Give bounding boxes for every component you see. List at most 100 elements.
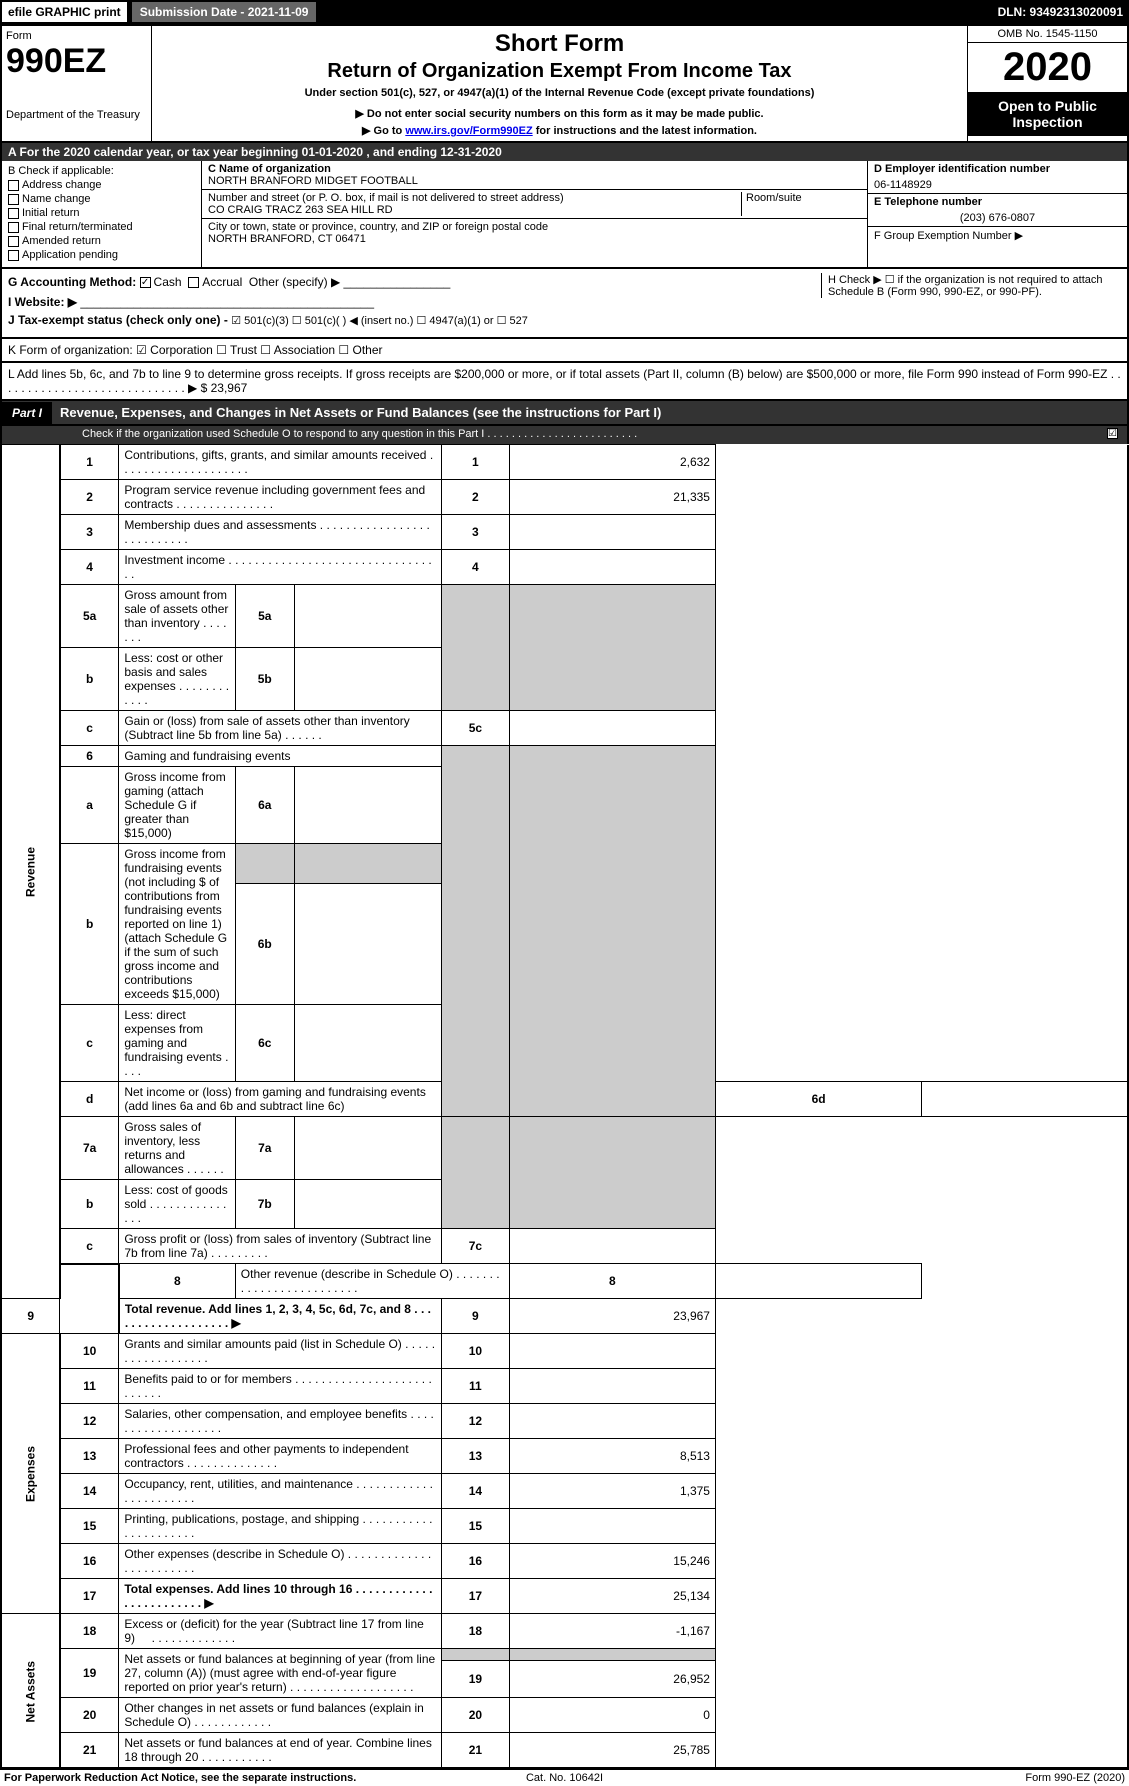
ln-6a: a <box>60 767 119 844</box>
desc-21: Net assets or fund balances at end of ye… <box>119 1733 442 1769</box>
ein-value: 06-1148929 <box>868 177 1127 194</box>
section-ghij: H Check ▶ ☐ if the organization is not r… <box>0 269 1129 339</box>
ln-21: 21 <box>60 1733 119 1769</box>
footer-right: Form 990-EZ (2020) <box>751 1772 1125 1784</box>
desc-16: Other expenses (describe in Schedule O) … <box>119 1544 442 1579</box>
ln-16: 16 <box>60 1544 119 1579</box>
val-6d <box>922 1082 1128 1117</box>
chk-application-pending[interactable]: Application pending <box>8 249 195 261</box>
chk-accrual[interactable] <box>188 277 199 288</box>
ln-7c: c <box>60 1229 119 1264</box>
chk-address-change[interactable]: Address change <box>8 179 195 191</box>
ln-7b: b <box>60 1180 119 1229</box>
part-1-table: Revenue 1 Contributions, gifts, grants, … <box>0 444 1129 1769</box>
chk-initial-return[interactable]: Initial return <box>8 207 195 219</box>
irs-link[interactable]: www.irs.gov/Form990EZ <box>405 125 532 137</box>
desc-3: Membership dues and assessments . . . . … <box>119 515 442 550</box>
form-number: 990EZ <box>6 42 147 81</box>
desc-7c: Gross profit or (loss) from sales of inv… <box>119 1229 442 1264</box>
num-3: 3 <box>442 515 510 550</box>
subval-5b <box>294 648 441 711</box>
sub-6a: 6a <box>235 767 294 844</box>
num-17: 17 <box>442 1579 510 1614</box>
chk-cash[interactable]: ✓ <box>140 277 151 288</box>
desc-2: Program service revenue including govern… <box>119 480 442 515</box>
chk-amended-return[interactable]: Amended return <box>8 235 195 247</box>
desc-1: Contributions, gifts, grants, and simila… <box>119 445 442 480</box>
shade-6 <box>442 746 510 1117</box>
ln-1: 1 <box>60 445 119 480</box>
num-15: 15 <box>442 1509 510 1544</box>
shadeval-5ab <box>509 585 715 711</box>
chk-name-change[interactable]: Name change <box>8 193 195 205</box>
desc-17: Total expenses. Add lines 10 through 16 … <box>119 1579 442 1614</box>
ln-10: 10 <box>60 1334 119 1369</box>
form-title-block: Short Form Return of Organization Exempt… <box>152 26 967 141</box>
side-rev-end <box>60 1264 119 1334</box>
val-9: 23,967 <box>509 1299 715 1334</box>
side-expenses: Expenses <box>1 1334 60 1614</box>
desc-5a: Gross amount from sale of assets other t… <box>119 585 235 648</box>
ssn-warning: ▶ Do not enter social security numbers o… <box>158 107 961 120</box>
under-section-text: Under section 501(c), 527, or 4947(a)(1)… <box>158 87 961 99</box>
ln-11: 11 <box>60 1369 119 1404</box>
goto-suffix: for instructions and the latest informat… <box>533 125 757 137</box>
desc-6a: Gross income from gaming (attach Schedul… <box>119 767 235 844</box>
desc-5c: Gain or (loss) from sale of assets other… <box>119 711 442 746</box>
val-4 <box>509 550 715 585</box>
shadeval-19 <box>509 1649 715 1661</box>
side-net-assets: Net Assets <box>1 1614 60 1769</box>
page-footer: For Paperwork Reduction Act Notice, see … <box>0 1769 1129 1786</box>
desc-19: Net assets or fund balances at beginning… <box>119 1649 442 1698</box>
val-2: 21,335 <box>509 480 715 515</box>
part-1-tab: Part I <box>2 402 52 424</box>
num-20: 20 <box>442 1698 510 1733</box>
subval-7a <box>294 1117 441 1180</box>
chk-final-return[interactable]: Final return/terminated <box>8 221 195 233</box>
org-name: NORTH BRANFORD MIDGET FOOTBALL <box>208 175 418 187</box>
shadeval-7ab <box>509 1117 715 1229</box>
val-21: 25,785 <box>509 1733 715 1769</box>
org-name-label: C Name of organization <box>208 163 331 175</box>
desc-6b: Gross income from fundraising events (no… <box>119 844 235 1005</box>
desc-6c: Less: direct expenses from gaming and fu… <box>119 1005 235 1082</box>
part1-schedule-o-check[interactable]: ☑ <box>1107 428 1118 439</box>
num-5c: 5c <box>442 711 510 746</box>
tax-year: 2020 <box>968 43 1127 92</box>
h-schedule-b: H Check ▶ ☐ if the organization is not r… <box>821 273 1121 298</box>
efile-print-button[interactable]: efile GRAPHIC print <box>0 0 129 24</box>
val-7c <box>509 1229 715 1264</box>
form-meta-block: OMB No. 1545-1150 2020 Open to Public In… <box>967 26 1127 141</box>
ln-17: 17 <box>60 1579 119 1614</box>
subval-6c <box>294 1005 441 1082</box>
address-label: Number and street (or P. O. box, if mail… <box>208 192 564 204</box>
desc-10: Grants and similar amounts paid (list in… <box>119 1334 442 1369</box>
desc-9: Total revenue. Add lines 1, 2, 3, 4, 5c,… <box>119 1299 442 1334</box>
ln-8: 8 <box>119 1264 235 1299</box>
room-suite: Room/suite <box>741 192 861 216</box>
section-bcdef: B Check if applicable: Address change Na… <box>0 161 1129 269</box>
ln-6: 6 <box>60 746 119 767</box>
telephone-value: (203) 676-0807 <box>868 210 1127 227</box>
desc-15: Printing, publications, postage, and shi… <box>119 1509 442 1544</box>
short-form-title: Short Form <box>158 30 961 58</box>
form-id-block: Form 990EZ Department of the Treasury <box>2 26 152 141</box>
num-4: 4 <box>442 550 510 585</box>
ln-6d: d <box>60 1082 119 1117</box>
ln-15: 15 <box>60 1509 119 1544</box>
desc-11: Benefits paid to or for members . . . . … <box>119 1369 442 1404</box>
shade-19 <box>442 1649 510 1661</box>
address-value: CO CRAIG TRACZ 263 SEA HILL RD <box>208 204 393 216</box>
dln-label: DLN: 93492313020091 <box>998 5 1129 19</box>
ln-5a: 5a <box>60 585 119 648</box>
group-exemption: F Group Exemption Number ▶ <box>868 227 1127 244</box>
num-11: 11 <box>442 1369 510 1404</box>
form-header: Form 990EZ Department of the Treasury Sh… <box>0 24 1129 143</box>
city-value: NORTH BRANFORD, CT 06471 <box>208 233 366 245</box>
desc-6d: Net income or (loss) from gaming and fun… <box>119 1082 442 1117</box>
sub-7b: 7b <box>235 1180 294 1229</box>
goto-prefix: ▶ Go to <box>362 125 405 137</box>
val-15 <box>509 1509 715 1544</box>
sub-5b: 5b <box>235 648 294 711</box>
val-17: 25,134 <box>509 1579 715 1614</box>
